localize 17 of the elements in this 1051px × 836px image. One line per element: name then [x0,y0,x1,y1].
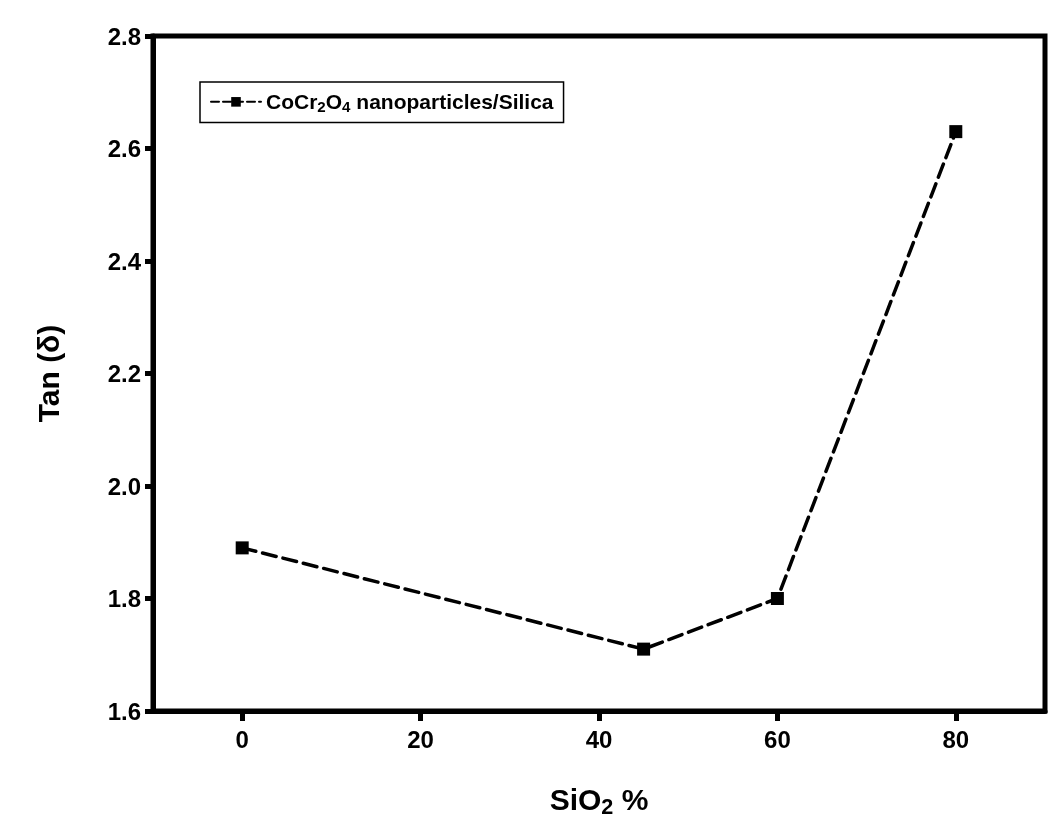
point [637,642,651,656]
x-tick-label: 80 [942,725,970,753]
point [770,592,784,605]
y-tick-label: 1.8 [107,585,141,612]
y-axis-title: Tan (δ) [31,324,65,423]
x-tick-label: 40 [585,725,613,753]
x-tick-label: 20 [407,725,434,753]
x-tick-label: 60 [764,725,791,753]
y-tick-label: 1.6 [107,697,141,725]
y-tick-label: 2.8 [107,22,141,50]
y-tick-label: 2.4 [107,247,142,275]
y-tick-label: 2.6 [107,135,141,162]
point [949,125,963,139]
point [235,541,249,555]
y-tick-label: 2.0 [107,472,141,500]
x-tick-label: 0 [235,725,249,753]
y-tick-label: 2.2 [107,360,141,387]
